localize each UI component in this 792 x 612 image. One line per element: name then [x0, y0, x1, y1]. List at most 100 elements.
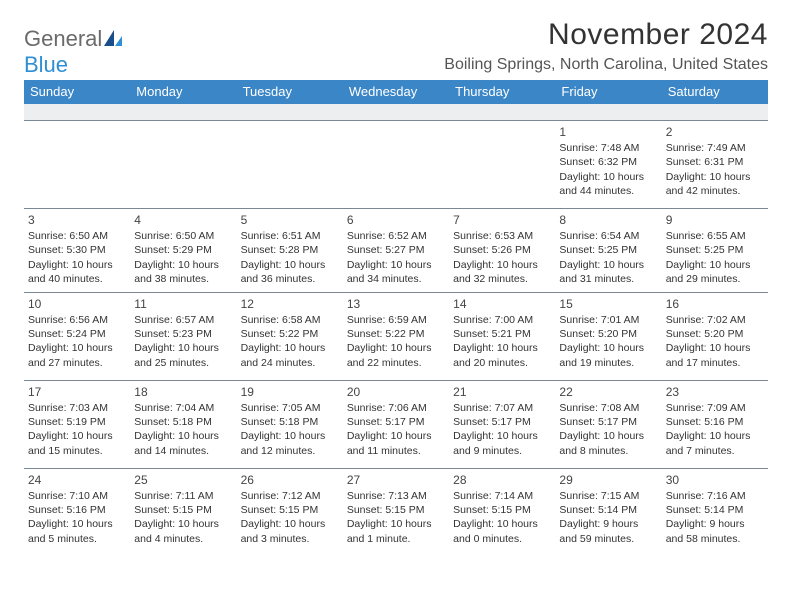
- day-cell: 30Sunrise: 7:16 AMSunset: 5:14 PMDayligh…: [662, 468, 768, 556]
- day-cell: 7Sunrise: 6:53 AMSunset: 5:26 PMDaylight…: [449, 208, 555, 292]
- day-cell: 16Sunrise: 7:02 AMSunset: 5:20 PMDayligh…: [662, 292, 768, 380]
- sunset-text: Sunset: 5:17 PM: [453, 415, 551, 429]
- day-number: 20: [347, 384, 445, 400]
- daylight-text: Daylight: 10 hours and 15 minutes.: [28, 429, 126, 457]
- day-cell: 3Sunrise: 6:50 AMSunset: 5:30 PMDaylight…: [24, 208, 130, 292]
- sunset-text: Sunset: 5:29 PM: [134, 243, 232, 257]
- sunrise-text: Sunrise: 7:09 AM: [666, 401, 764, 415]
- day-cell: 25Sunrise: 7:11 AMSunset: 5:15 PMDayligh…: [130, 468, 236, 556]
- empty-day-cell: [449, 120, 555, 208]
- sunrise-text: Sunrise: 7:48 AM: [559, 141, 657, 155]
- sunset-text: Sunset: 5:21 PM: [453, 327, 551, 341]
- daylight-text: Daylight: 10 hours and 19 minutes.: [559, 341, 657, 369]
- daylight-text: Daylight: 10 hours and 8 minutes.: [559, 429, 657, 457]
- day-number: 18: [134, 384, 232, 400]
- day-number: 15: [559, 296, 657, 312]
- weekday-header: Sunday Monday Tuesday Wednesday Thursday…: [24, 80, 768, 104]
- empty-day-cell: [24, 120, 130, 208]
- day-cell: 2Sunrise: 7:49 AMSunset: 6:31 PMDaylight…: [662, 120, 768, 208]
- day-cell: 1Sunrise: 7:48 AMSunset: 6:32 PMDaylight…: [555, 120, 661, 208]
- sunrise-text: Sunrise: 6:52 AM: [347, 229, 445, 243]
- blank-cell: [555, 104, 661, 120]
- daylight-text: Daylight: 10 hours and 12 minutes.: [241, 429, 339, 457]
- sunrise-text: Sunrise: 6:50 AM: [28, 229, 126, 243]
- day-number: 8: [559, 212, 657, 228]
- daylight-text: Daylight: 10 hours and 7 minutes.: [666, 429, 764, 457]
- sunrise-text: Sunrise: 7:01 AM: [559, 313, 657, 327]
- sunrise-text: Sunrise: 6:55 AM: [666, 229, 764, 243]
- day-number: 1: [559, 124, 657, 140]
- daylight-text: Daylight: 10 hours and 20 minutes.: [453, 341, 551, 369]
- day-number: 29: [559, 472, 657, 488]
- day-number: 16: [666, 296, 764, 312]
- day-cell: 9Sunrise: 6:55 AMSunset: 5:25 PMDaylight…: [662, 208, 768, 292]
- sunrise-text: Sunrise: 6:53 AM: [453, 229, 551, 243]
- sunset-text: Sunset: 5:28 PM: [241, 243, 339, 257]
- sunrise-text: Sunrise: 7:00 AM: [453, 313, 551, 327]
- blank-cell: [24, 104, 130, 120]
- daylight-text: Daylight: 10 hours and 25 minutes.: [134, 341, 232, 369]
- day-number: 7: [453, 212, 551, 228]
- daylight-text: Daylight: 10 hours and 1 minute.: [347, 517, 445, 545]
- day-number: 19: [241, 384, 339, 400]
- sunrise-text: Sunrise: 6:51 AM: [241, 229, 339, 243]
- day-number: 3: [28, 212, 126, 228]
- daylight-text: Daylight: 10 hours and 14 minutes.: [134, 429, 232, 457]
- blank-cell: [662, 104, 768, 120]
- day-cell: 4Sunrise: 6:50 AMSunset: 5:29 PMDaylight…: [130, 208, 236, 292]
- calendar-week: 17Sunrise: 7:03 AMSunset: 5:19 PMDayligh…: [24, 380, 768, 468]
- brand-logo: General Blue: [24, 18, 122, 78]
- sunrise-text: Sunrise: 7:15 AM: [559, 489, 657, 503]
- sunrise-text: Sunrise: 6:57 AM: [134, 313, 232, 327]
- sunset-text: Sunset: 5:15 PM: [453, 503, 551, 517]
- day-cell: 5Sunrise: 6:51 AMSunset: 5:28 PMDaylight…: [237, 208, 343, 292]
- weekday-tue: Tuesday: [237, 80, 343, 104]
- calendar-week: 10Sunrise: 6:56 AMSunset: 5:24 PMDayligh…: [24, 292, 768, 380]
- blank-cell: [449, 104, 555, 120]
- sunrise-text: Sunrise: 7:04 AM: [134, 401, 232, 415]
- calendar-page: General Blue November 2024 Boiling Sprin…: [0, 0, 792, 568]
- day-number: 12: [241, 296, 339, 312]
- sunset-text: Sunset: 6:31 PM: [666, 155, 764, 169]
- sunset-text: Sunset: 5:30 PM: [28, 243, 126, 257]
- sunrise-text: Sunrise: 7:12 AM: [241, 489, 339, 503]
- sunrise-text: Sunrise: 7:07 AM: [453, 401, 551, 415]
- day-number: 5: [241, 212, 339, 228]
- sunset-text: Sunset: 5:20 PM: [666, 327, 764, 341]
- day-cell: 8Sunrise: 6:54 AMSunset: 5:25 PMDaylight…: [555, 208, 661, 292]
- sunset-text: Sunset: 5:17 PM: [559, 415, 657, 429]
- empty-day-cell: [130, 120, 236, 208]
- empty-day-cell: [343, 120, 449, 208]
- weekday-fri: Friday: [555, 80, 661, 104]
- sail-icon: [104, 30, 122, 51]
- day-cell: 14Sunrise: 7:00 AMSunset: 5:21 PMDayligh…: [449, 292, 555, 380]
- day-cell: 12Sunrise: 6:58 AMSunset: 5:22 PMDayligh…: [237, 292, 343, 380]
- daylight-text: Daylight: 10 hours and 29 minutes.: [666, 258, 764, 286]
- calendar-week: 24Sunrise: 7:10 AMSunset: 5:16 PMDayligh…: [24, 468, 768, 556]
- sunrise-text: Sunrise: 7:06 AM: [347, 401, 445, 415]
- month-title: November 2024: [444, 18, 768, 52]
- daylight-text: Daylight: 10 hours and 11 minutes.: [347, 429, 445, 457]
- sunset-text: Sunset: 5:14 PM: [559, 503, 657, 517]
- day-cell: 28Sunrise: 7:14 AMSunset: 5:15 PMDayligh…: [449, 468, 555, 556]
- weekday-sat: Saturday: [662, 80, 768, 104]
- day-number: 4: [134, 212, 232, 228]
- sunrise-text: Sunrise: 6:59 AM: [347, 313, 445, 327]
- sunset-text: Sunset: 5:17 PM: [347, 415, 445, 429]
- daylight-text: Daylight: 10 hours and 44 minutes.: [559, 170, 657, 198]
- sunset-text: Sunset: 5:15 PM: [241, 503, 339, 517]
- day-number: 28: [453, 472, 551, 488]
- day-number: 17: [28, 384, 126, 400]
- sunrise-text: Sunrise: 7:03 AM: [28, 401, 126, 415]
- sunrise-text: Sunrise: 7:14 AM: [453, 489, 551, 503]
- blank-cell: [130, 104, 236, 120]
- daylight-text: Daylight: 10 hours and 40 minutes.: [28, 258, 126, 286]
- day-number: 10: [28, 296, 126, 312]
- brand-part1: General: [24, 26, 102, 51]
- daylight-text: Daylight: 10 hours and 0 minutes.: [453, 517, 551, 545]
- sunset-text: Sunset: 6:32 PM: [559, 155, 657, 169]
- daylight-text: Daylight: 10 hours and 3 minutes.: [241, 517, 339, 545]
- day-number: 30: [666, 472, 764, 488]
- day-cell: 19Sunrise: 7:05 AMSunset: 5:18 PMDayligh…: [237, 380, 343, 468]
- day-number: 9: [666, 212, 764, 228]
